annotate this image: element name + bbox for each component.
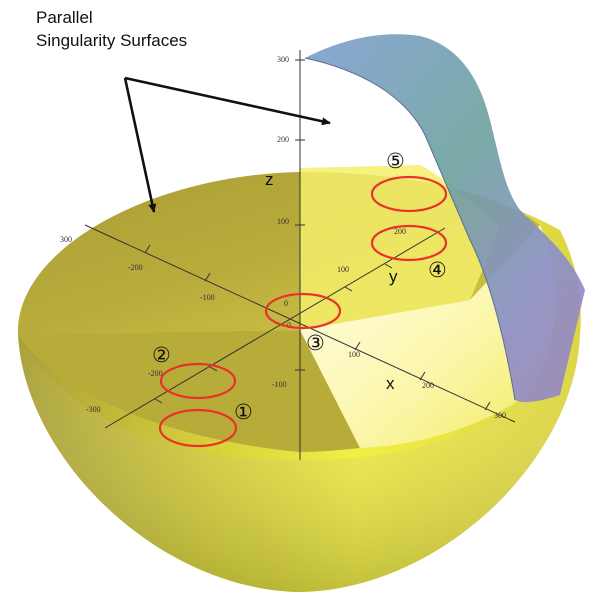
marker-4: ④	[428, 258, 447, 282]
caption-line-2: Singularity Surfaces	[36, 31, 188, 50]
z-tick-label: -100	[272, 380, 287, 389]
x-axis-label: x	[386, 374, 395, 393]
hemisphere-top-plane-lower	[18, 330, 360, 452]
marker-2: ②	[152, 343, 171, 367]
axes	[84, 50, 516, 460]
y-tick-label: -300	[86, 405, 101, 414]
singularity-surface	[305, 34, 585, 403]
caption-line-1: Parallel	[36, 8, 93, 27]
hemisphere-shade	[18, 335, 580, 592]
y-tick-label: 100	[337, 265, 349, 274]
circle-1	[158, 408, 238, 448]
marker-3: ③	[306, 331, 325, 355]
caption: Parallel Singularity Surfaces	[36, 6, 187, 52]
x-tick-label: 100	[348, 350, 360, 359]
x-tick-label: 300	[60, 235, 72, 244]
marker-5: ⑤	[386, 149, 405, 173]
arrow-to-left-surface	[123, 77, 157, 213]
y-axis	[104, 227, 446, 429]
arrow-to-right-surface	[124, 76, 331, 126]
z-tick-label: 100	[277, 217, 289, 226]
x-tick-label: -100	[200, 293, 215, 302]
circle-4	[370, 224, 448, 262]
marker-1: ①	[234, 400, 253, 424]
y-tick-label: -200	[148, 369, 163, 378]
circle-3	[264, 292, 342, 330]
bright-region-upper	[300, 165, 500, 330]
circle-2	[159, 362, 237, 400]
x-axis	[84, 224, 516, 423]
z-axis-label: z	[265, 170, 274, 189]
y-axis-label: y	[389, 267, 398, 286]
x-tick-label: 200	[422, 381, 434, 390]
circle-5	[370, 175, 448, 213]
singularity-surface-edge	[304, 57, 516, 401]
origin-tick-label: 0	[284, 299, 288, 308]
y-tick-label: 200	[394, 227, 406, 236]
x-tick-label: 300	[494, 411, 506, 420]
origin-tick-label: 0	[287, 321, 291, 330]
tick-marks	[144, 59, 491, 411]
z-tick-label: 200	[277, 135, 289, 144]
x-tick-label: -200	[128, 263, 143, 272]
z-tick-label: 300	[277, 55, 289, 64]
